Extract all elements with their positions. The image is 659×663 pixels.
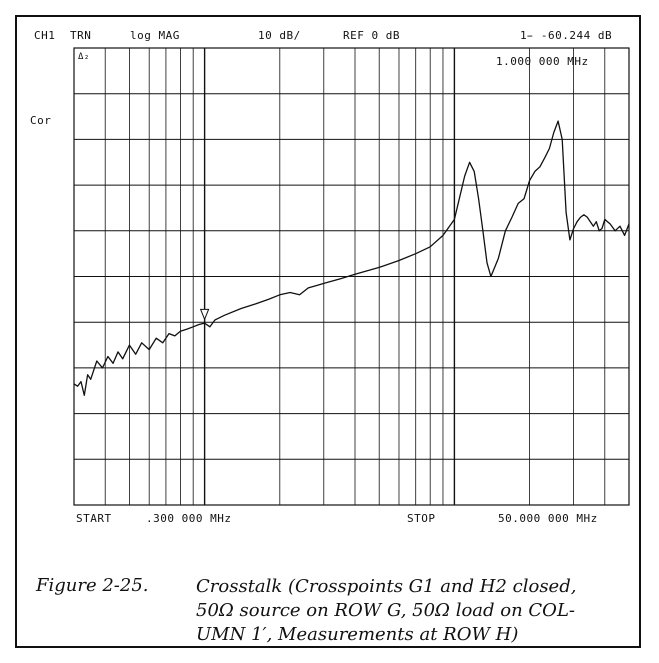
marker-frequency-readout: 1.000 000 MHz [496, 55, 589, 68]
caption-line: Crosstalk (Crosspoints G1 and H2 closed, [196, 576, 577, 597]
caption-line: UMN 1′, Measurements at ROW H) [196, 624, 519, 645]
analyzer-display: CH1 TRN log MAG 10 dB/ REF 0 dB 1̵ -60.2… [30, 29, 630, 525]
stop-label: STOP [407, 512, 436, 525]
marker-tag: Δ₂ [78, 52, 90, 62]
start-label: START [76, 512, 112, 525]
marker-layer [199, 308, 210, 324]
mode-label: TRN [70, 29, 92, 42]
correction-indicator: Cor [30, 114, 52, 127]
graticule [73, 47, 630, 506]
trace-line [73, 120, 630, 396]
format-label: log MAG [130, 29, 180, 42]
stop-frequency: 50.000 000 MHz [498, 512, 598, 525]
trace-plot [73, 47, 630, 506]
marker-value-readout: 1̵ -60.244 dB [520, 29, 613, 42]
scale-label: 10 dB/ [258, 29, 301, 42]
figure-frame [15, 15, 641, 648]
caption-line: 50Ω source on ROW G, 50Ω load on COL- [196, 600, 575, 621]
channel-label: CH1 [34, 29, 56, 42]
figure-number: Figure 2-25. [36, 575, 149, 596]
trace-layer [73, 120, 630, 396]
reference-label: REF 0 dB [343, 29, 400, 42]
marker-icon [199, 308, 210, 321]
start-frequency: .300 000 MHz [146, 512, 232, 525]
figure-caption: Crosstalk (Crosspoints G1 and H2 closed,… [196, 575, 636, 647]
